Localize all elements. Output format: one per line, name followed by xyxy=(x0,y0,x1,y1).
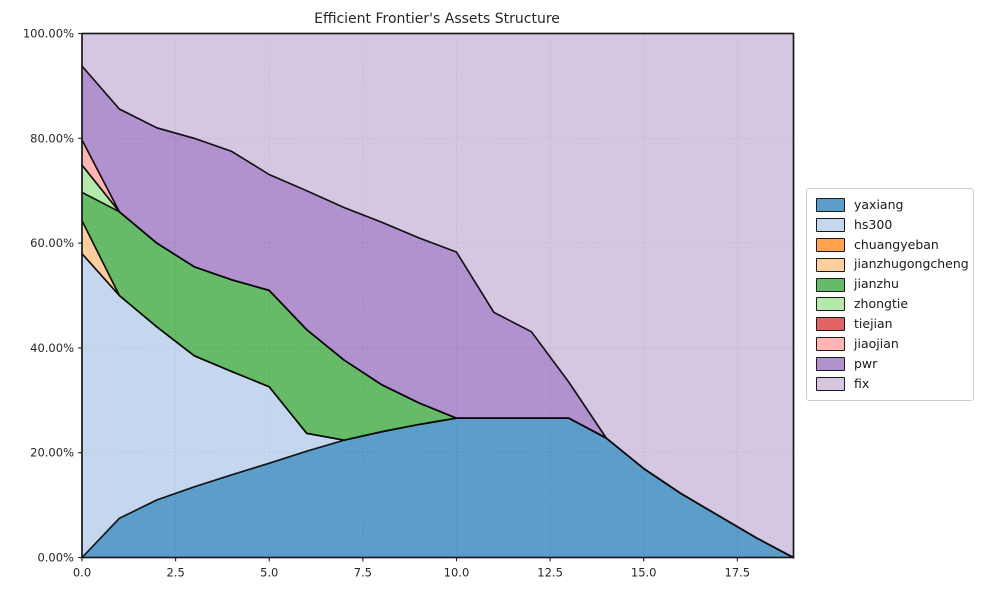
y-tick-label: 40.00% xyxy=(30,341,74,355)
legend-label-jianzhugongcheng: jianzhugongcheng xyxy=(854,256,969,272)
label-layer: 0.0 2.5 5.0 7.5 10.0 12.5 15.0 17.5 0.00% 20.00% 4… xyxy=(23,27,750,580)
y-tick-label: 0.00% xyxy=(37,551,74,565)
x-tick-label: 2.5 xyxy=(166,566,184,580)
legend-swatch-jiaojian xyxy=(816,337,845,352)
legend-item-jianzhu: jianzhu xyxy=(816,275,965,295)
area-layer xyxy=(81,32,795,559)
x-tick-label: 17.5 xyxy=(725,566,751,580)
legend-swatch-zhongtie xyxy=(816,297,845,312)
legend-swatch-chuangyeban xyxy=(816,237,845,252)
legend-item-zhongtie: zhongtie xyxy=(816,295,965,315)
legend-item-jiaojian: jiaojian xyxy=(816,334,965,354)
chart-title: Efficient Frontier's Assets Structure xyxy=(314,11,560,27)
legend-swatch-pwr xyxy=(816,357,845,372)
x-tick-label: 12.5 xyxy=(537,566,563,580)
legend-label-chuangyeban: chuangyeban xyxy=(854,236,939,252)
legend-swatch-hs300 xyxy=(816,217,845,232)
legend-label-fix: fix xyxy=(854,375,870,391)
y-tick-label: 100.00% xyxy=(23,27,74,41)
legend-label-jianzhu: jianzhu xyxy=(854,276,899,292)
legend-swatch-yaxiang xyxy=(816,197,845,212)
legend-item-jianzhugongcheng: jianzhugongcheng xyxy=(816,255,969,275)
y-tick-label: 80.00% xyxy=(30,131,74,145)
legend-swatch-tiejian xyxy=(816,317,845,332)
legend-swatch-jianzhu xyxy=(816,277,845,292)
legend-label-zhongtie: zhongtie xyxy=(854,296,909,312)
legend-label-pwr: pwr xyxy=(854,355,878,371)
legend-label-yaxiang: yaxiang xyxy=(854,196,904,212)
legend-swatch-fix xyxy=(816,377,845,392)
legend-item-chuangyeban: chuangyeban xyxy=(816,235,965,255)
x-tick-label: 15.0 xyxy=(631,566,657,580)
y-tick-label: 20.00% xyxy=(30,446,74,460)
x-tick-label: 10.0 xyxy=(444,566,470,580)
axis-layer xyxy=(78,32,795,562)
legend-item-fix: fix xyxy=(816,374,965,394)
legend-item-tiejian: tiejian xyxy=(816,314,965,334)
x-tick-label: 7.5 xyxy=(354,566,372,580)
x-tick-label: 0.0 xyxy=(73,566,91,580)
legend-item-pwr: pwr xyxy=(816,354,965,374)
legend-swatch-jianzhugongcheng xyxy=(816,257,845,272)
legend-item-yaxiang: yaxiang xyxy=(816,195,965,215)
legend-item-hs300: hs300 xyxy=(816,215,965,235)
legend-label-hs300: hs300 xyxy=(854,216,893,232)
x-tick-label: 5.0 xyxy=(260,566,278,580)
legend: yaxiang hs300 chuangyeban jianzhugongcheng j… xyxy=(806,188,974,401)
legend-label-jiaojian: jiaojian xyxy=(854,336,899,352)
legend-label-tiejian: tiejian xyxy=(854,316,893,332)
y-tick-label: 60.00% xyxy=(30,236,74,250)
plot-border xyxy=(81,32,795,559)
